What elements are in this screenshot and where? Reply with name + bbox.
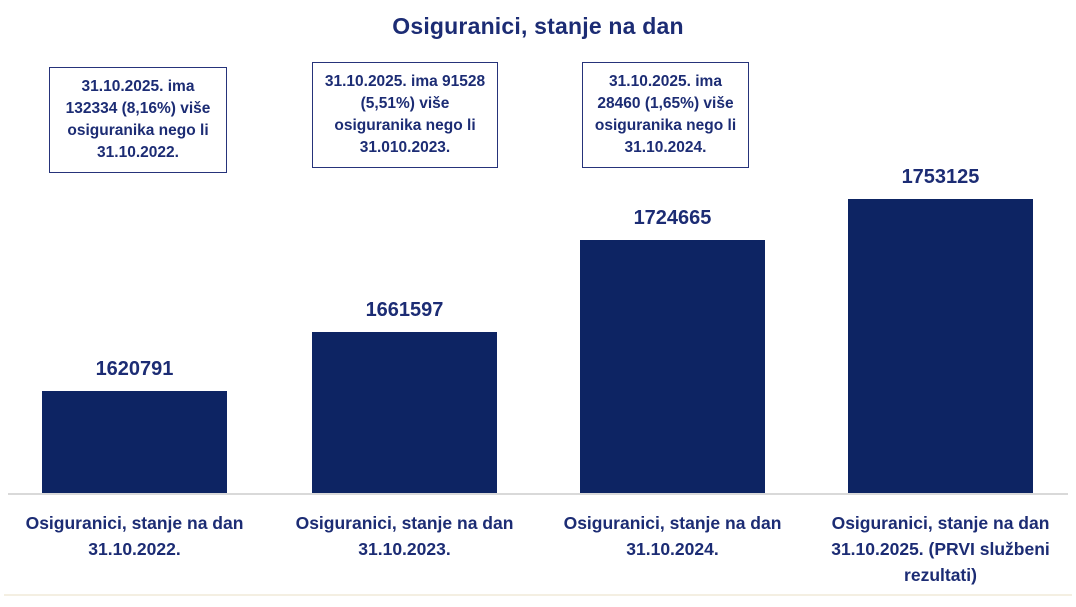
x-axis-line [8, 493, 1068, 495]
chart-title: Osiguranici, stanje na dan [392, 13, 684, 39]
bar-value-label: 1753125 [901, 166, 980, 188]
x-axis-category-label: Osiguranici, stanje na dan 31.10.2022. [25, 513, 244, 559]
bar [848, 199, 1033, 493]
bar [580, 240, 765, 493]
x-axis-category-label: Osiguranici, stanje na dan 31.10.2025. (… [831, 513, 1050, 585]
x-axis-category-label: Osiguranici, stanje na dan 31.10.2023. [295, 513, 514, 559]
annotation-text-2024: 31.10.2025. ima 28460 (1,65%) više osigu… [594, 73, 737, 156]
bar-value-label: 1620791 [95, 358, 174, 380]
annotation-box-2024: 31.10.2025. ima 28460 (1,65%) više osigu… [582, 62, 749, 168]
annotation-text-2023: 31.10.2025. ima 91528 (5,51%) više osigu… [324, 73, 486, 156]
bottom-edge-line [4, 594, 1072, 596]
annotation-box-2022: 31.10.2025. ima 132334 (8,16%) više osig… [49, 67, 227, 173]
bar-value-label: 1724665 [633, 207, 712, 229]
bar [312, 332, 497, 493]
bar-value-label: 1661597 [365, 299, 444, 321]
annotation-text-2022: 31.10.2025. ima 132334 (8,16%) više osig… [65, 78, 211, 161]
bar [42, 391, 227, 493]
annotation-box-2023: 31.10.2025. ima 91528 (5,51%) više osigu… [312, 62, 498, 168]
x-axis-category-label: Osiguranici, stanje na dan 31.10.2024. [563, 513, 782, 559]
